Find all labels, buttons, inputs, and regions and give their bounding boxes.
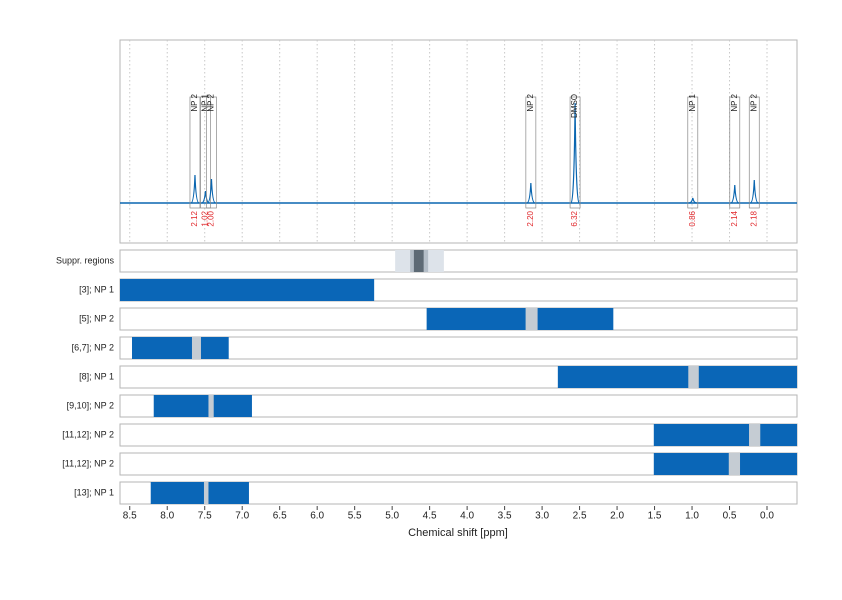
row-label: [11,12]; NP 2	[62, 458, 114, 468]
x-tick-label: 6.5	[273, 511, 287, 522]
peak-label: NP 2	[749, 93, 758, 111]
peak-box	[525, 96, 537, 209]
peak-label: NP 2	[207, 93, 216, 111]
peak	[201, 190, 210, 204]
peak-box	[569, 96, 581, 209]
peak	[730, 184, 739, 204]
peak-box	[189, 96, 201, 209]
region-gap	[749, 424, 761, 446]
region-gap	[688, 366, 699, 388]
spectrum-panel	[119, 39, 798, 244]
row-label: [3]; NP 1	[79, 284, 114, 294]
region-gap	[191, 337, 201, 359]
row-label: Suppr. regions	[56, 255, 115, 265]
x-tick-label: 4.0	[460, 511, 474, 522]
x-tick-label: 8.0	[160, 511, 174, 522]
x-tick-label: 1.0	[685, 511, 699, 522]
region-gap	[525, 308, 538, 330]
x-tick-label: 5.0	[385, 511, 399, 522]
integral-label: 2.12	[190, 210, 199, 226]
peak-box	[687, 96, 699, 209]
peak	[526, 182, 536, 204]
integral-label: 2.20	[526, 210, 535, 226]
region-gap	[728, 453, 741, 475]
x-tick-label: 2.5	[573, 511, 587, 522]
x-tick-label: 3.5	[498, 511, 512, 522]
region-bar	[153, 395, 252, 417]
peak-label: NP 2	[730, 93, 739, 111]
x-tick-label: 6.0	[310, 511, 324, 522]
x-tick-label: 7.0	[235, 511, 249, 522]
x-tick-label: 1.5	[648, 511, 662, 522]
row-label: [11,12]; NP 2	[62, 429, 114, 439]
peak	[207, 178, 216, 204]
x-tick-label: 4.5	[423, 511, 437, 522]
region-bar	[426, 308, 614, 330]
region-bar	[653, 424, 797, 446]
x-tick-label: 3.0	[535, 511, 549, 522]
integral-label: 2.18	[749, 210, 758, 226]
peak	[750, 179, 759, 204]
peak-label: NP 2	[190, 93, 199, 111]
peak-label: NP 1	[688, 93, 697, 111]
integral-label: 0.86	[688, 210, 697, 226]
region-bar	[150, 482, 249, 504]
peak	[190, 174, 200, 204]
region-gap	[208, 395, 214, 417]
integral-label: 2.00	[207, 210, 216, 226]
row-label: [8]; NP 1	[79, 371, 114, 381]
row-label: [6,7]; NP 2	[72, 342, 114, 352]
row-frame	[119, 394, 798, 418]
region-bar	[120, 279, 375, 301]
region-bar	[653, 453, 797, 475]
peak-label: NP 1	[201, 93, 210, 111]
x-tick-label: 0.5	[723, 511, 737, 522]
peak-label: DMSO	[570, 94, 579, 118]
integral-label: 6.32	[570, 210, 579, 226]
peak-box	[200, 96, 211, 209]
row-frame	[119, 481, 798, 505]
x-tick-label: 0.0	[760, 511, 774, 522]
suppression-band	[413, 250, 424, 272]
row-label: [13]; NP 1	[74, 487, 114, 497]
row-frame	[119, 336, 798, 360]
peak-box	[748, 96, 760, 209]
peak	[688, 197, 697, 204]
peak-box	[206, 96, 217, 209]
row-label: [5]; NP 2	[79, 313, 114, 323]
x-tick-label: 2.0	[610, 511, 624, 522]
region-bar	[131, 337, 229, 359]
peak-box	[729, 96, 741, 209]
x-tick-label: 8.5	[123, 511, 137, 522]
region-bar	[557, 366, 797, 388]
x-axis-title: Chemical shift [ppm]	[408, 527, 508, 539]
integral-label: 2.14	[730, 210, 739, 226]
peak-label: NP 2	[526, 93, 535, 111]
x-tick-label: 7.5	[198, 511, 212, 522]
peak	[570, 102, 580, 204]
region-gap	[203, 482, 209, 504]
integral-label: 1.02	[201, 210, 210, 226]
row-label: [9,10]; NP 2	[67, 400, 114, 410]
x-tick-label: 5.5	[348, 511, 362, 522]
row-frame	[119, 249, 798, 273]
